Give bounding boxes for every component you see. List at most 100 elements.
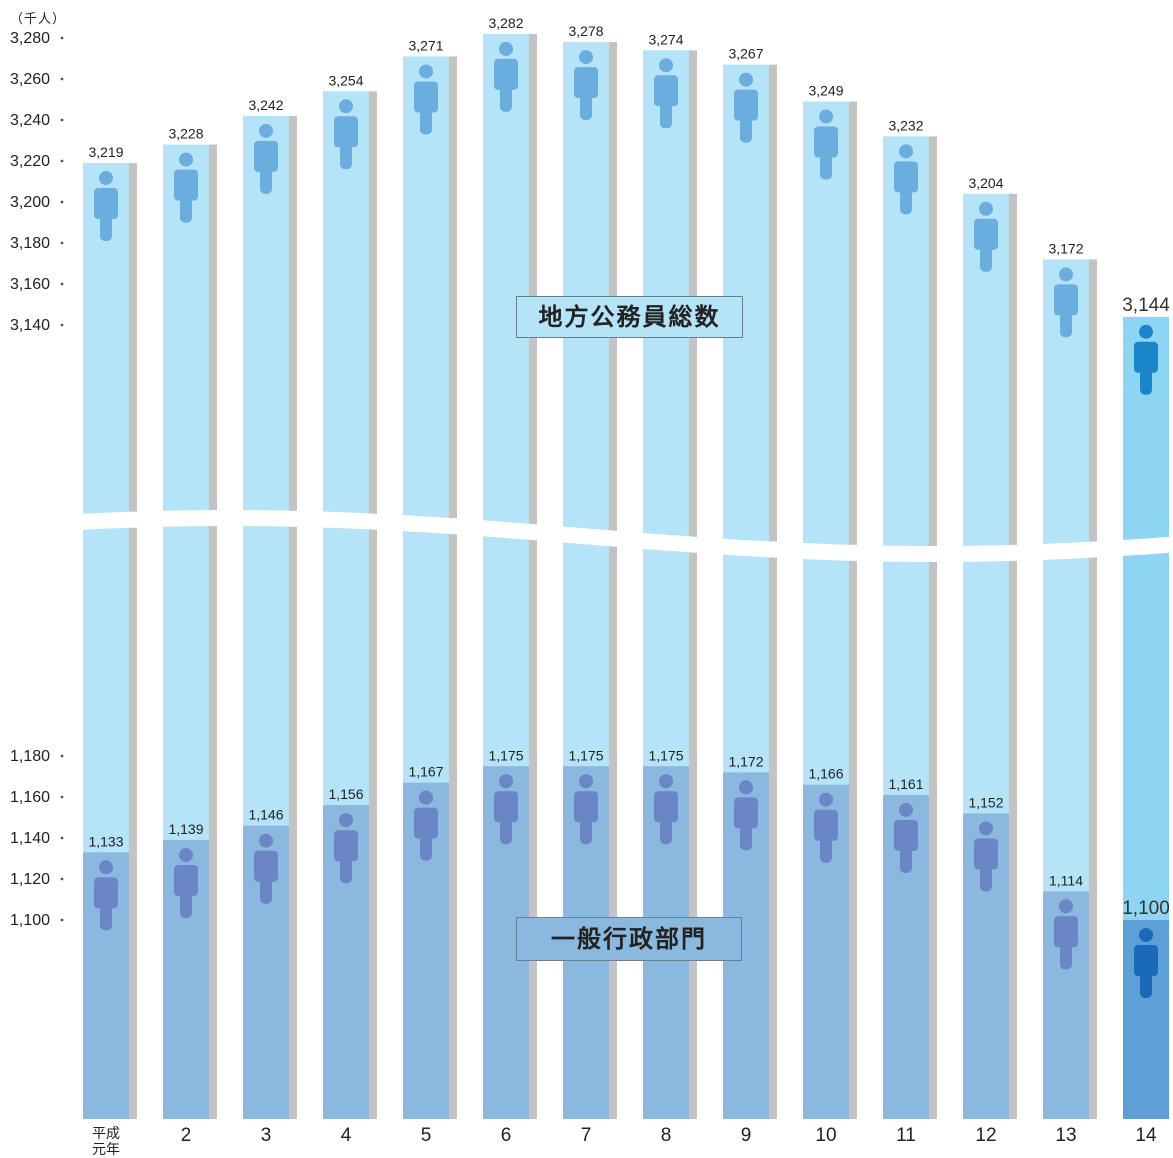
data-label-general: 1,175 [568,747,603,763]
bar-shadow [1089,259,1097,1119]
person-icon [174,848,198,919]
person-icon [974,821,998,892]
y-tick-label: 1,120 [10,871,50,888]
data-label-general: 1,133 [88,833,123,849]
data-label-general: 1,161 [888,776,923,792]
person-icon [1134,928,1158,998]
data-label-general: 1,167 [408,764,443,780]
y-tick-label: 3,140 [10,317,50,334]
data-label-general: 1,156 [328,786,363,802]
person-icon [734,780,758,851]
y-tick-mark [60,754,64,758]
bar-shadow [689,50,697,1119]
y-tick-mark [60,836,64,840]
y-tick-label: 3,240 [10,112,50,129]
x-tick-label: 8 [661,1125,672,1146]
person-icon [654,58,678,129]
person-icons-layer [94,41,1158,998]
person-icon [94,171,118,242]
data-label-general: 1,152 [968,794,1003,810]
data-label-general: 1,175 [648,747,683,763]
person-icon [894,802,918,873]
y-tick-label: 1,140 [10,830,50,847]
person-icon [974,201,998,272]
person-icon [1054,267,1078,338]
data-label-total: 3,219 [88,144,123,160]
bar-shadow [209,144,217,1120]
axis-break-wave [80,510,1173,562]
person-icon [654,774,678,845]
bar-shadow [129,163,137,1120]
data-label-total: 3,282 [488,15,523,31]
y-tick-mark [60,795,64,799]
data-label-general: 1,100 [1122,898,1170,919]
y-tick-mark [60,323,64,327]
y-tick-mark [60,241,64,245]
person-icon [1134,324,1158,395]
y-axis-layer: 3,140 3,160 3,180 3,200 3,220 3,240 3,260 3,280… [10,30,64,929]
person-icon [334,813,358,884]
data-label-total: 3,144 [1122,295,1170,316]
data-label-total: 3,232 [888,117,923,133]
data-label-total: 3,267 [728,46,763,62]
person-icon [814,792,838,863]
person-icon [254,833,278,904]
data-label-total: 3,254 [328,72,363,88]
person-icon [334,99,358,170]
person-icon [174,152,198,223]
data-label-general: 1,146 [248,807,283,823]
x-tick-label: 12 [975,1125,996,1146]
axis-break-layer [80,510,1173,562]
person-icon [574,774,598,845]
data-label-total: 3,172 [1048,240,1083,256]
y-tick-label: 3,200 [10,194,50,211]
data-label-total: 3,204 [968,175,1003,191]
x-tick-label: 10 [815,1125,836,1146]
x-tick-label: 11 [896,1125,916,1146]
person-icon [254,123,278,194]
person-icon [94,860,118,931]
person-icon [814,109,838,180]
y-tick-mark [60,918,64,922]
y-tick-label: 3,260 [10,71,50,88]
x-tick-label: 2 [181,1125,192,1146]
person-icon [414,64,438,135]
bar-shadow [289,115,297,1119]
x-tick-label: 13 [1055,1125,1076,1146]
y-tick-mark [60,77,64,81]
x-tick-label: 平成 [92,1126,120,1142]
y-tick-label: 3,180 [10,235,50,252]
person-icon [414,790,438,861]
x-tick-label: 14 [1135,1125,1157,1146]
x-tick-label: 7 [581,1125,592,1146]
x-tick-label: 4 [341,1125,352,1146]
legend-general: 一般行政部門 [516,917,742,961]
legend-total: 地方公務員総数 [516,296,743,338]
y-tick-label: 3,160 [10,276,50,293]
data-label-general: 1,114 [1049,872,1083,888]
bar-shadow [849,101,857,1120]
x-tick-label: 3 [261,1125,272,1146]
data-label-total: 3,228 [168,126,203,142]
unit-label: （千人） [10,12,67,27]
y-tick-mark [60,877,64,881]
data-label-total: 3,274 [648,31,683,47]
bar-shadow [769,64,777,1119]
person-icon [894,144,918,215]
y-tick-mark [60,159,64,163]
data-labels-layer: 3,219 1,133 3,228 1,139 3,242 1,146 3,254 1,156… [88,15,1170,919]
y-tick-mark [60,200,64,204]
data-label-general: 1,172 [728,753,763,769]
data-label-general: 1,166 [808,766,843,782]
y-tick-mark [60,36,64,40]
y-tick-label: 3,280 [10,30,50,47]
person-icon [1054,899,1078,970]
y-tick-label: 1,100 [10,912,50,929]
person-icon [734,72,758,143]
y-tick-label: 1,160 [10,789,50,806]
bar-shadow [1009,193,1017,1120]
bar-shadow [929,136,937,1119]
data-label-total: 3,278 [568,23,603,39]
